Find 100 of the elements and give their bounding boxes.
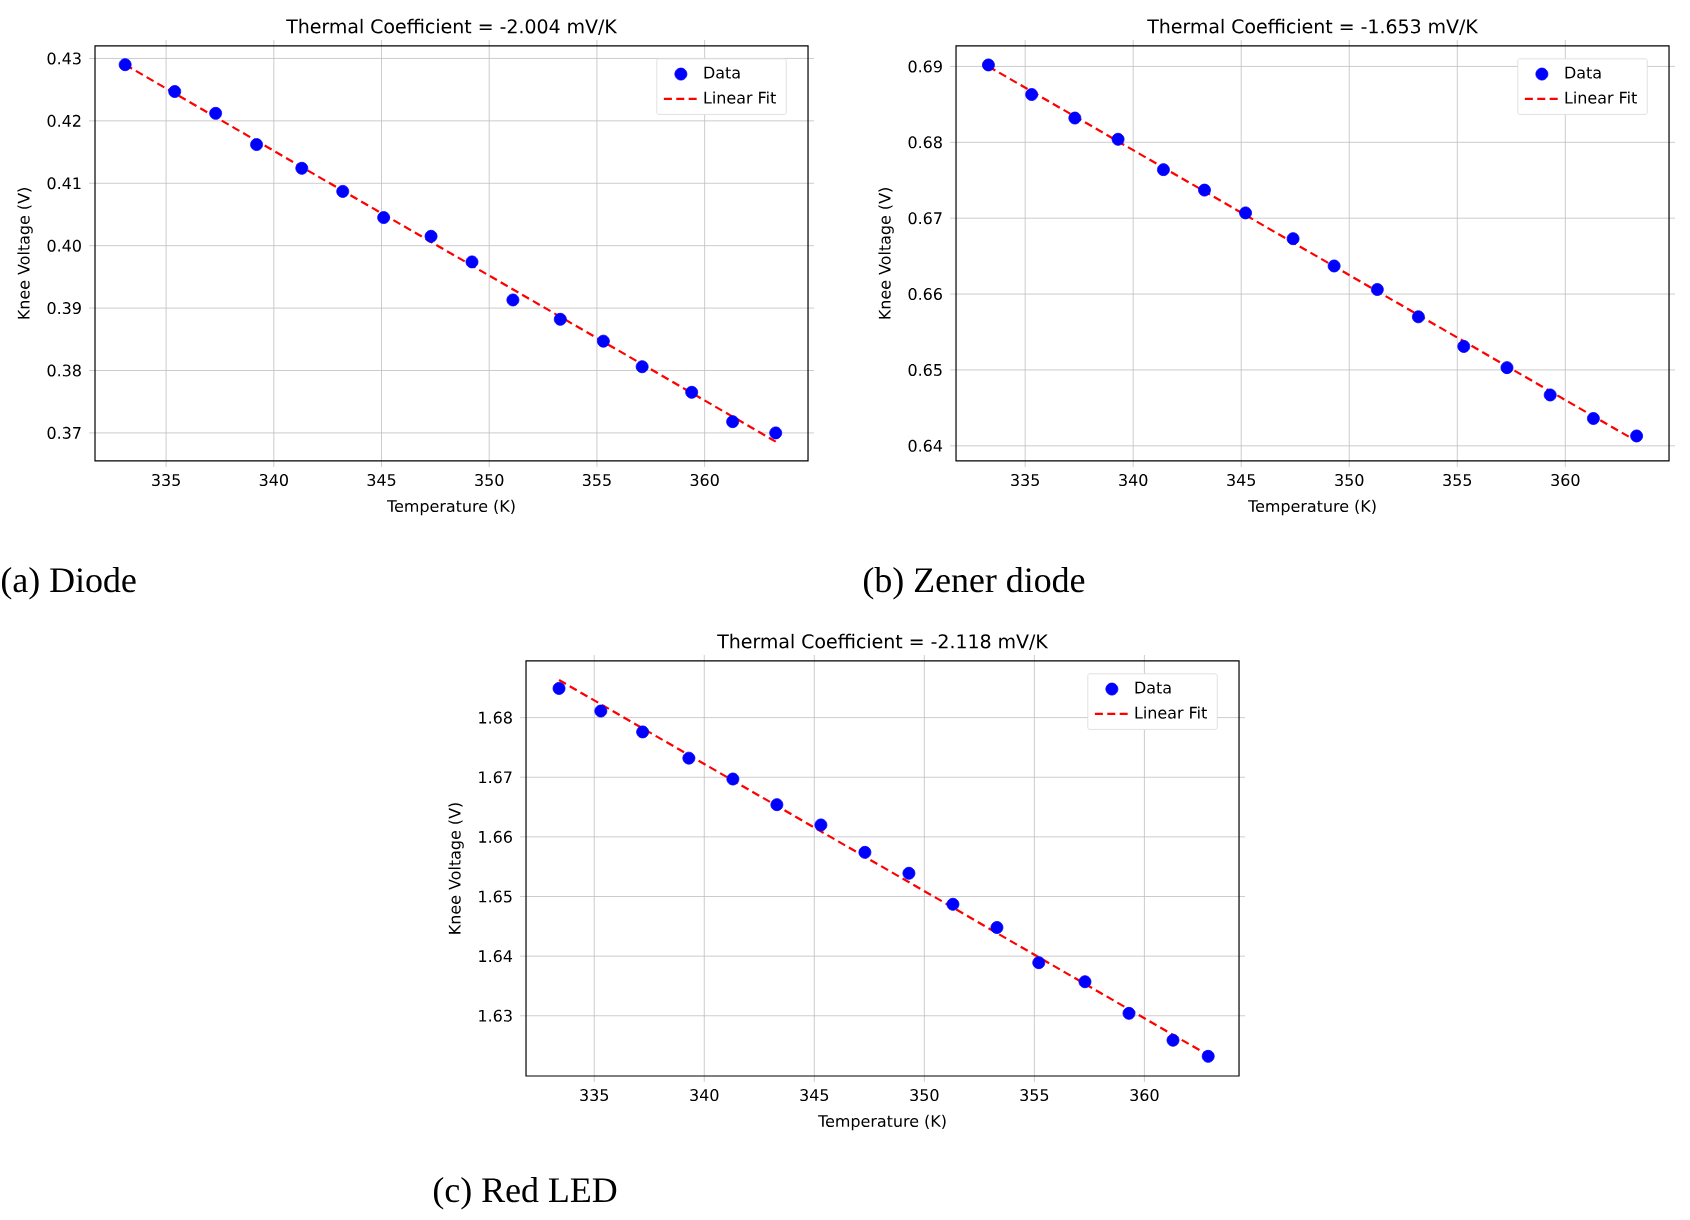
point <box>168 85 182 98</box>
x-tick-label: 360 <box>690 474 719 487</box>
point <box>336 184 350 198</box>
point <box>726 415 740 429</box>
x-tick-label: 355 <box>582 474 611 487</box>
legend-label: Linear Fit <box>704 91 776 104</box>
y-tick-label: 0.69 <box>908 60 942 73</box>
y-tick-label: 0.39 <box>47 302 81 315</box>
y-tick-label: 0.68 <box>908 136 942 149</box>
legend-label: Linear Fit <box>1135 706 1207 719</box>
y-tick-label: 0.65 <box>908 363 942 376</box>
point <box>1025 88 1039 101</box>
point <box>726 772 740 786</box>
chart-title: Thermal Coefficient = -2.118 mV/K <box>717 633 1049 650</box>
x-axis-title: Temperature (K) <box>387 499 515 516</box>
y-tick-label: 0.64 <box>908 439 943 452</box>
point <box>424 229 438 243</box>
point <box>858 845 872 859</box>
chart-title: Thermal Coefficient = -2.004 mV/K <box>286 18 618 35</box>
point <box>1198 183 1211 197</box>
x-tick-label: 340 <box>690 1089 719 1102</box>
point <box>553 312 567 326</box>
y-tick-label: 0.41 <box>47 177 81 190</box>
y-tick-label: 0.42 <box>47 114 81 127</box>
legend-label: Data <box>1565 66 1601 79</box>
y-tick-label: 1.67 <box>479 771 512 784</box>
point <box>769 426 783 440</box>
point <box>682 751 696 765</box>
point <box>1166 1033 1180 1047</box>
x-tick-label: 340 <box>1119 474 1148 487</box>
text: (a) Diode <box>1 567 136 600</box>
x-tick-label: 345 <box>367 474 396 487</box>
point <box>902 866 916 880</box>
point <box>1239 206 1252 220</box>
y-tick-label: 1.66 <box>479 830 512 843</box>
point <box>295 161 309 175</box>
x-tick-label: 350 <box>475 474 504 487</box>
x-tick-label: 340 <box>259 474 288 487</box>
point <box>1587 412 1600 425</box>
text: (b) Zener diode <box>863 567 1085 600</box>
y-tick-label: 0.67 <box>908 212 942 225</box>
x-axis-title: Temperature (K) <box>818 1114 946 1131</box>
legend-label: Linear Fit <box>1565 91 1637 104</box>
point <box>1411 310 1425 324</box>
x-tick-label: 335 <box>1011 474 1039 487</box>
point <box>209 106 223 120</box>
y-axis-title: Knee Voltage (V) <box>17 188 33 319</box>
x-tick-label: 360 <box>1130 1089 1159 1102</box>
point <box>552 681 566 695</box>
point <box>770 798 784 812</box>
y-tick-label: 1.65 <box>479 890 512 903</box>
point <box>596 334 610 348</box>
point <box>1543 388 1557 402</box>
y-axis-title: Knee Voltage (V) <box>448 803 464 934</box>
point <box>1286 232 1300 246</box>
point <box>1630 429 1644 443</box>
point <box>1457 340 1471 353</box>
x-tick-label: 345 <box>800 1089 829 1102</box>
point <box>635 360 649 374</box>
x-tick-label: 355 <box>1443 474 1472 487</box>
y-tick-label: 0.40 <box>47 239 81 252</box>
point <box>118 58 132 72</box>
point <box>1201 1049 1215 1063</box>
y-tick-label: 1.63 <box>479 1009 512 1022</box>
y-tick-label: 1.68 <box>479 711 512 724</box>
point <box>1078 975 1092 989</box>
legend-label: Data <box>1135 681 1171 694</box>
y-tick-label: 0.43 <box>47 52 81 65</box>
point <box>1068 111 1082 125</box>
chart-title: Thermal Coefficient = -1.653 mV/K <box>1147 18 1479 35</box>
x-tick-label: 335 <box>152 474 180 487</box>
point <box>982 58 995 72</box>
x-tick-label: 350 <box>1335 474 1364 487</box>
y-tick-label: 0.38 <box>47 364 81 377</box>
point <box>990 921 1004 934</box>
point <box>250 138 263 151</box>
x-tick-label: 335 <box>580 1089 609 1102</box>
y-tick-label: 1.64 <box>479 950 513 963</box>
point <box>1370 283 1384 296</box>
point <box>1111 132 1125 146</box>
y-axis-title: Knee Voltage (V) <box>878 188 894 319</box>
point <box>1122 1006 1136 1020</box>
point <box>946 897 960 911</box>
point <box>1032 956 1046 970</box>
x-tick-label: 350 <box>910 1089 939 1102</box>
point <box>1500 361 1514 375</box>
point <box>465 255 479 269</box>
y-tick-label: 0.37 <box>47 426 81 439</box>
x-axis-title: Temperature (K) <box>1248 499 1376 516</box>
point <box>685 385 699 399</box>
x-tick-label: 360 <box>1551 474 1580 487</box>
x-tick-label: 355 <box>1020 1089 1049 1102</box>
point <box>594 704 608 718</box>
x-tick-label: 345 <box>1227 474 1256 487</box>
point <box>377 211 391 224</box>
point <box>506 293 520 307</box>
y-tick-label: 0.66 <box>908 288 942 301</box>
point <box>636 725 650 739</box>
point <box>814 818 828 832</box>
point <box>1327 259 1341 273</box>
